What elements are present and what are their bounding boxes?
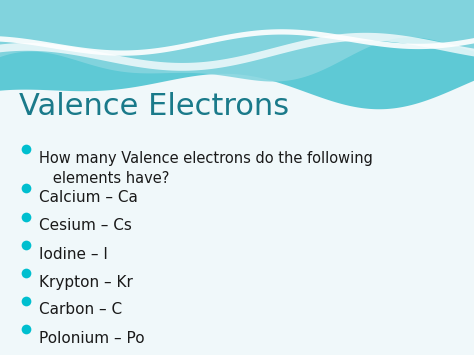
Text: Polonium – Po: Polonium – Po	[39, 331, 145, 346]
Polygon shape	[0, 29, 474, 56]
Text: Iodine – I: Iodine – I	[39, 247, 108, 262]
Polygon shape	[0, 0, 474, 109]
Text: Cesium – Cs: Cesium – Cs	[39, 218, 132, 233]
Text: Krypton – Kr: Krypton – Kr	[39, 275, 133, 290]
Text: Valence Electrons: Valence Electrons	[19, 92, 289, 121]
Text: How many Valence electrons do the following
   elements have?: How many Valence electrons do the follow…	[39, 151, 373, 186]
Polygon shape	[0, 33, 474, 71]
Polygon shape	[0, 0, 474, 82]
Text: Carbon – C: Carbon – C	[39, 302, 122, 317]
Text: Calcium – Ca: Calcium – Ca	[39, 190, 138, 205]
